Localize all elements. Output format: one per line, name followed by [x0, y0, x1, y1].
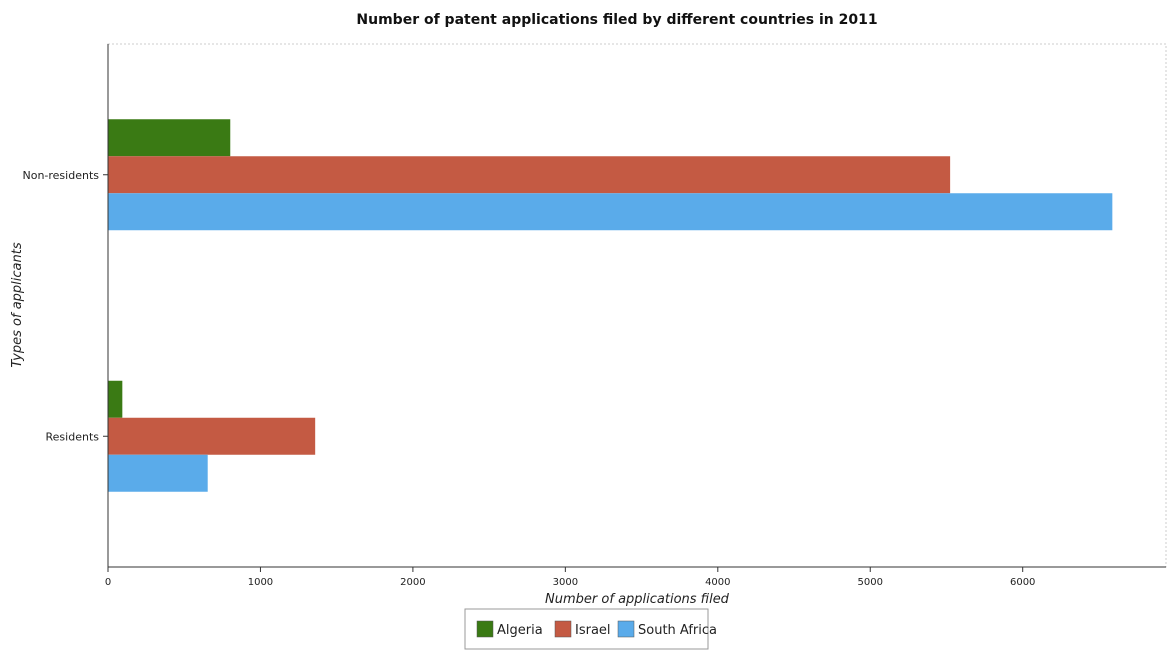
y-tick-label: Residents	[46, 430, 100, 443]
bars-layer	[108, 119, 1113, 492]
legend-label: Israel	[575, 623, 611, 638]
bar-algeria-non-residents	[108, 119, 231, 157]
bar-israel-non-residents	[108, 156, 951, 194]
y-axis-label: Types of applicants	[10, 242, 25, 367]
legend-swatch	[476, 620, 494, 638]
bar-south-africa-non-residents	[108, 193, 1113, 231]
y-tick-label: Non-residents	[22, 169, 99, 182]
chart-title: Number of patent applications filed by d…	[356, 12, 877, 28]
bar-israel-residents	[108, 417, 316, 455]
legend-label: Algeria	[497, 623, 543, 638]
bar-south-africa-residents	[108, 454, 208, 492]
legend-label: South Africa	[638, 623, 717, 638]
x-tick-label: 4000	[705, 577, 730, 588]
plot-area-frame	[107, 43, 1167, 568]
x-tick-label: 3000	[553, 577, 578, 588]
legend-swatch	[617, 620, 635, 638]
x-tick-label: 0	[105, 577, 111, 588]
x-tick-label: 6000	[1010, 577, 1035, 588]
x-tick-label: 5000	[858, 577, 883, 588]
x-axis-label: Number of applications filed	[545, 592, 730, 607]
legend: Algeria Israel South Africa	[464, 608, 717, 650]
x-axis: 0 1000 2000 3000 4000 5000 6000	[105, 566, 1166, 588]
x-tick-label: 1000	[248, 577, 273, 588]
y-axis: Non-residents Residents	[22, 44, 109, 567]
x-tick-label: 2000	[400, 577, 425, 588]
legend-swatch	[554, 620, 572, 638]
legend-box	[464, 608, 709, 650]
bar-algeria-residents	[108, 380, 123, 418]
